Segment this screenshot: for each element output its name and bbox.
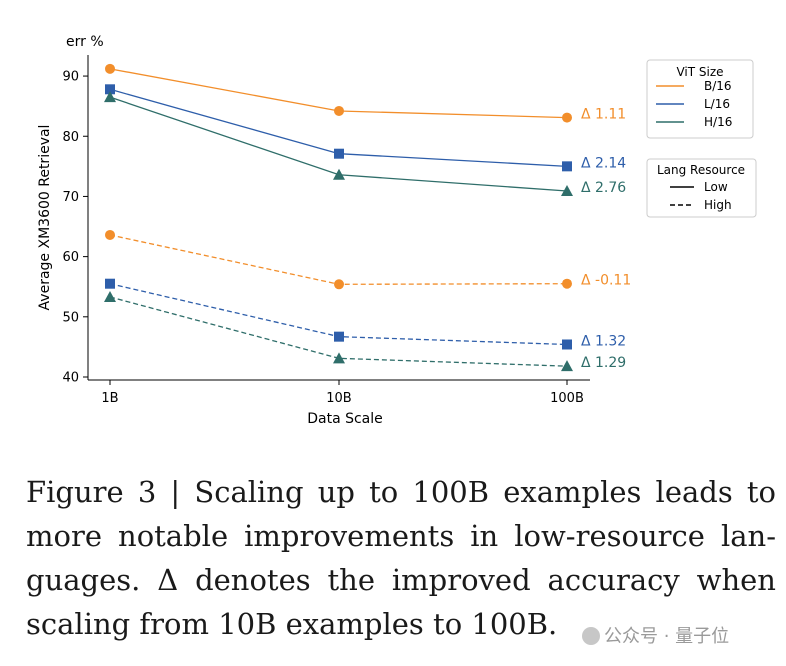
- x-tick-label: 10B: [326, 391, 351, 406]
- data-point: [105, 63, 115, 74]
- x-tick-label: 1B: [101, 391, 118, 406]
- data-point: [104, 290, 116, 302]
- data-point: [334, 279, 344, 290]
- data-point: [333, 352, 345, 364]
- legend-frame: [646, 59, 754, 139]
- series-B16-high: Δ -0.11: [105, 229, 631, 290]
- data-point: [105, 84, 115, 95]
- wechat-icon: [582, 627, 600, 645]
- delta-label: Δ 1.29: [581, 355, 626, 371]
- data-point: [562, 112, 572, 123]
- legend-label: H/16: [704, 115, 732, 129]
- data-point: [562, 339, 572, 350]
- legend-label: B/16: [704, 79, 732, 93]
- y-unit-label: err %: [66, 34, 104, 50]
- delta-label: Δ 2.76: [581, 180, 626, 196]
- line-chart: 40 50 60 70 80 90 1B 10B 100B Data Scale Average X…: [37, 34, 757, 427]
- x-tick-label: 100B: [550, 391, 584, 406]
- delta-label: Δ 1.11: [581, 107, 626, 123]
- legend-label: Low: [704, 180, 728, 194]
- delta-label: Δ 1.32: [581, 333, 626, 349]
- delta-label: Δ 2.14: [581, 155, 626, 171]
- data-point: [334, 331, 344, 342]
- legend-title: ViT Size: [676, 65, 723, 79]
- x-axis-label: Data Scale: [307, 411, 383, 427]
- y-axis-label: Average XM3600 Retrieval: [37, 125, 53, 311]
- series-L16-high: Δ 1.32: [105, 278, 626, 350]
- delta-label: Δ -0.11: [581, 273, 631, 289]
- data-point: [562, 278, 572, 289]
- y-tick-label: 40: [62, 370, 79, 385]
- watermark: 公众号 · 量子位: [582, 622, 729, 648]
- data-point: [104, 91, 116, 103]
- data-point: [562, 161, 572, 172]
- figure-caption: Figure 3 | Scaling up to 100B examples l…: [26, 475, 776, 641]
- data-point: [105, 229, 115, 240]
- series-H16-low: Δ 2.76: [104, 91, 626, 197]
- data-point: [334, 148, 344, 159]
- data-point: [334, 105, 344, 116]
- legend-frame: [646, 158, 757, 218]
- legend-label: High: [704, 198, 732, 212]
- series-B16-low: Δ 1.11: [105, 63, 626, 123]
- series-line: [109, 234, 568, 285]
- y-tick-label: 90: [62, 70, 79, 85]
- series-L16-low: Δ 2.14: [105, 84, 626, 172]
- data-point: [561, 360, 573, 372]
- y-tick-label: 60: [62, 250, 79, 265]
- y-tick-label: 50: [62, 310, 79, 325]
- legend-lang-resource: Lang Resource Low High: [646, 158, 757, 218]
- legend-title: Lang Resource: [657, 163, 745, 177]
- data-point: [105, 278, 115, 289]
- series-H16-high: Δ 1.29: [104, 290, 626, 372]
- y-tick-label: 70: [62, 190, 79, 205]
- data-point: [333, 168, 345, 180]
- watermark-text: 公众号 · 量子位: [604, 626, 730, 647]
- legend-label: L/16: [704, 97, 730, 111]
- data-point: [561, 185, 573, 197]
- y-tick-label: 80: [62, 130, 79, 145]
